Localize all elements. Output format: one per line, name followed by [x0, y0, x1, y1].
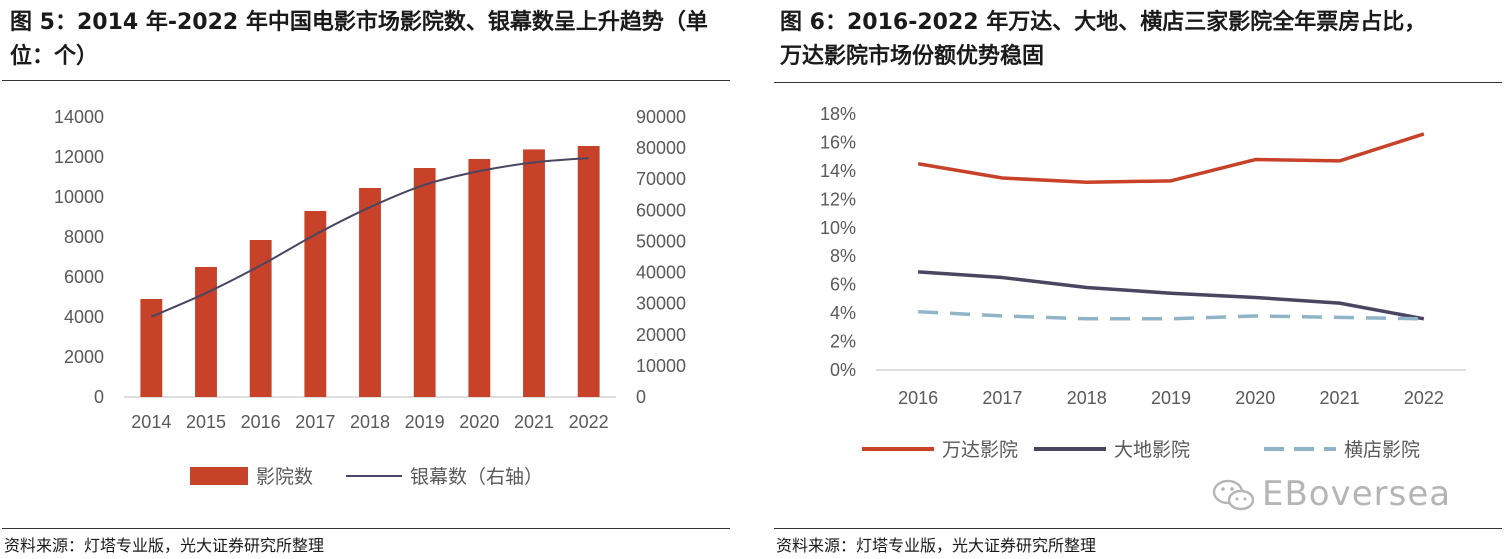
y-right-tick-label: 90000 [636, 107, 686, 127]
figure-6-chart: 0% 2% 4% 6% 8% 10% 12% 14% 16% 18% 2016 2017 2018 201… [820, 104, 1466, 461]
watermark-text: EBoversea [1262, 474, 1452, 514]
y-left-tick-label: 8000 [64, 227, 104, 247]
source-rule [774, 528, 1502, 529]
line-dadi [918, 270, 1425, 321]
x-tick-label: 2018 [350, 412, 390, 432]
legend-hengdian-label: 横店影院 [1344, 439, 1420, 461]
y-tick-label: 8% [830, 246, 856, 266]
figure-6-title-line2: 万达影院市场份额优势稳固 [780, 44, 1045, 69]
x-tick-label: 2017 [295, 412, 335, 432]
bar-cinemas [468, 159, 491, 397]
bar-cinemas [523, 149, 545, 397]
y-left-tick-label: 10000 [54, 187, 104, 207]
legend-dadi-label: 大地影院 [1114, 439, 1190, 461]
x-tick-label: 2022 [1404, 388, 1444, 408]
y-tick-label: 12% [820, 189, 856, 209]
y-right-tick-label: 10000 [636, 356, 686, 376]
x-tick-label: 2020 [459, 412, 499, 432]
y-tick-label: 18% [820, 104, 856, 124]
figure-5-source: 资料来源：灯塔专业版，光大证券研究所整理 [4, 536, 325, 555]
y-right-tick-label: 70000 [636, 169, 686, 189]
x-tick-label: 2019 [1151, 388, 1191, 408]
figure-6-title: 图 6：2016-2022 年万达、大地、横店三家影院全年票房占比， 万达影院市… [780, 6, 1500, 74]
figure-5-title: 图 5：2014 年-2022 年中国电影市场影院数、银幕数呈上升趋势（单位：个… [10, 10, 708, 69]
x-tick-label: 2020 [1235, 388, 1275, 408]
figure-5-panel: 图 5：2014 年-2022 年中国电影市场影院数、银幕数呈上升趋势（单位：个… [0, 0, 740, 559]
x-tick-label: 2017 [982, 388, 1022, 408]
y-left-tick-label: 14000 [54, 107, 104, 127]
wechat-icon [1212, 479, 1255, 511]
x-tick-label: 2022 [569, 412, 609, 432]
x-tick-label: 2021 [1320, 388, 1360, 408]
y-right-tick-label: 60000 [636, 200, 686, 220]
x-tick-label: 2014 [131, 412, 171, 432]
y-tick-label: 0% [830, 360, 856, 380]
figure-5-chart: 0 2000 4000 6000 8000 10000 12000 14000 0 10000 20… [54, 107, 686, 488]
x-tick-label: 2018 [1067, 388, 1107, 408]
title-rule [774, 82, 1502, 83]
y-right-tick-label: 40000 [636, 263, 686, 283]
source-rule [2, 528, 730, 529]
y-right-tick-label: 50000 [636, 231, 686, 251]
figure-6-title-line1: 图 6：2016-2022 年万达、大地、横店三家影院全年票房占比， [780, 10, 1427, 35]
bar-cinemas [195, 267, 217, 397]
x-tick-label: 2021 [514, 412, 554, 432]
y-left-tick-label: 12000 [54, 147, 104, 167]
y-left-tick-label: 6000 [64, 267, 104, 287]
y-tick-label: 14% [820, 161, 856, 181]
line-screens [150, 157, 589, 318]
y-right-tick-label: 80000 [636, 138, 686, 158]
y-tick-label: 10% [820, 218, 856, 238]
bar-cinemas [413, 168, 436, 397]
figure-6-panel: 图 6：2016-2022 年万达、大地、横店三家影院全年票房占比， 万达影院市… [772, 0, 1508, 559]
y-tick-label: 16% [820, 132, 856, 152]
legend-label-screens: 银幕数（右轴） [410, 466, 543, 488]
bar-cinemas [359, 188, 381, 397]
x-tick-label: 2015 [186, 412, 226, 432]
y-tick-label: 4% [830, 303, 856, 323]
y-tick-label: 6% [830, 275, 856, 295]
y-right-tick-label: 20000 [636, 325, 686, 345]
bar-cinemas [577, 146, 600, 397]
y-right-tick-label: 30000 [636, 294, 686, 314]
figure-6-source: 资料来源：灯塔专业版，光大证券研究所整理 [776, 536, 1097, 555]
x-tick-label: 2016 [241, 412, 281, 432]
y-right-tick-label: 0 [636, 387, 646, 407]
y-left-tick-label: 2000 [64, 347, 104, 367]
x-tick-label: 2016 [898, 388, 938, 408]
y-tick-label: 2% [830, 332, 856, 352]
bar-cinemas [249, 240, 272, 397]
title-rule [2, 80, 730, 81]
line-hengdian [918, 309, 1424, 321]
bar-cinemas [304, 211, 327, 397]
y-left-tick-label: 4000 [64, 307, 104, 327]
line-wanda [917, 132, 1425, 185]
legend-swatch-cinemas [190, 467, 248, 485]
bar-cinemas [140, 299, 163, 397]
legend-label-cinemas: 影院数 [256, 466, 313, 488]
y-left-tick-label: 0 [94, 387, 104, 407]
legend-wanda-label: 万达影院 [942, 439, 1018, 461]
x-tick-label: 2019 [405, 412, 445, 432]
